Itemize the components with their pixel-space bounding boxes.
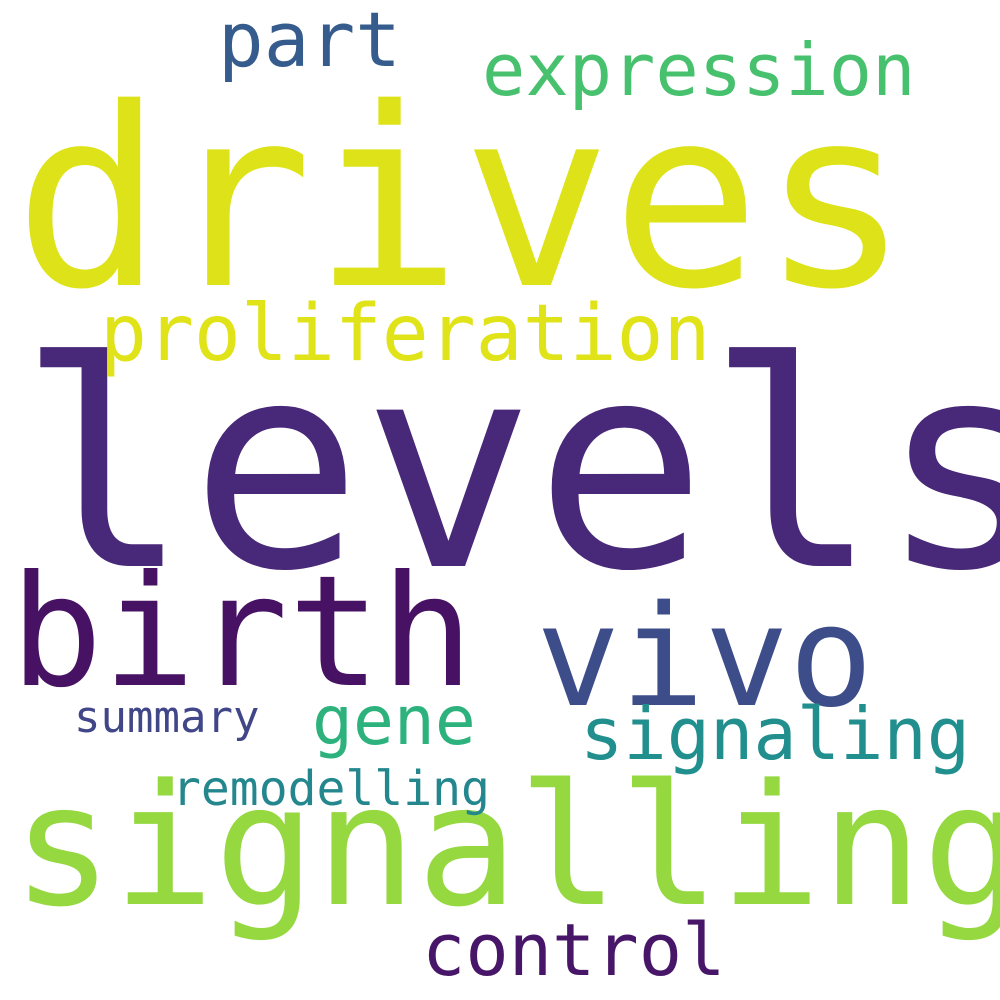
word-expression: expression [482, 28, 916, 112]
word-gene: gene [312, 682, 476, 761]
word-signaling: signaling [580, 692, 971, 776]
word-control: control [422, 908, 726, 992]
word-signalling: signalling [12, 748, 1000, 944]
word-remodelling: remodelling [172, 761, 490, 817]
word-birth: birth [10, 543, 474, 722]
word-part: part [218, 0, 402, 84]
word-vivo: vivo [536, 576, 874, 739]
word-summary: summary [74, 692, 260, 743]
word-drives: drives [14, 56, 910, 344]
word-levels: levels [18, 302, 1000, 634]
word-proliferation: proliferation [100, 289, 711, 379]
